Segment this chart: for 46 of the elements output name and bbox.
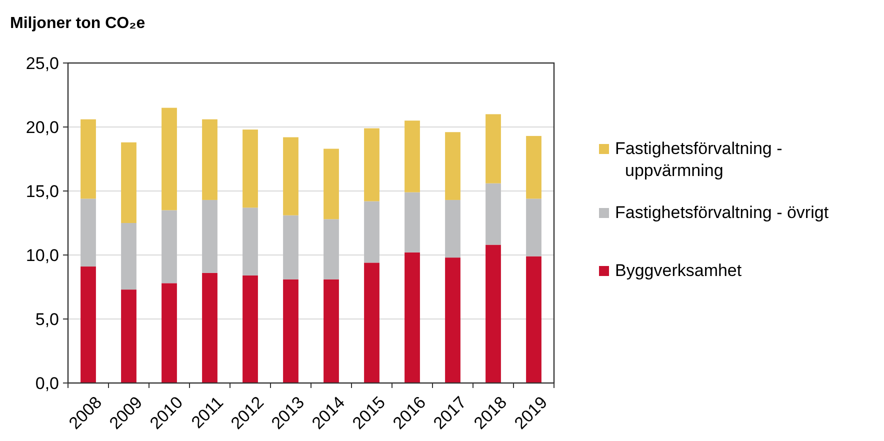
- legend-label: Fastighetsförvaltning - uppvärmning: [615, 139, 782, 180]
- y-tick-label: 20,0: [26, 118, 59, 137]
- y-tick-label: 10,0: [26, 246, 59, 265]
- bar: [283, 137, 298, 216]
- bar: [526, 136, 542, 199]
- bar: [242, 208, 258, 276]
- bar: [486, 244, 501, 383]
- legend-label: Byggverksamhet: [615, 261, 742, 280]
- bar: [486, 114, 501, 184]
- y-tick-label: 5,0: [35, 310, 59, 329]
- y-tick-label: 15,0: [26, 182, 59, 201]
- bar: [202, 119, 218, 200]
- bar: [162, 283, 177, 383]
- y-tick-label: 0,0: [35, 374, 59, 393]
- y-tick-label: 25,0: [26, 54, 59, 73]
- bar: [162, 210, 177, 284]
- bar: [364, 128, 380, 202]
- legend-label: Fastighetsförvaltning - övrigt: [615, 203, 829, 222]
- bar: [404, 120, 420, 192]
- bar: [162, 108, 177, 210]
- bar: [526, 198, 542, 256]
- bar: [324, 148, 339, 220]
- bar: [121, 290, 136, 383]
- bar: [526, 256, 542, 383]
- bar: [283, 215, 298, 280]
- bar: [242, 130, 258, 208]
- bar: [283, 279, 298, 383]
- bar: [364, 201, 380, 263]
- bar: [445, 258, 460, 383]
- bar: [404, 252, 420, 383]
- bar: [324, 279, 339, 383]
- chart-title: Miljoner ton CO₂e: [10, 15, 146, 32]
- bar: [364, 262, 380, 383]
- bar: [445, 132, 460, 200]
- bar: [486, 183, 501, 245]
- bar: [324, 219, 339, 280]
- bar: [121, 142, 136, 223]
- bar: [80, 198, 96, 267]
- bar: [80, 119, 96, 199]
- bar: [242, 275, 258, 383]
- bar: [445, 200, 460, 258]
- bar: [80, 266, 96, 383]
- bar: [202, 200, 218, 273]
- bar: [121, 223, 136, 290]
- bar: [202, 272, 218, 383]
- bar: [404, 192, 420, 252]
